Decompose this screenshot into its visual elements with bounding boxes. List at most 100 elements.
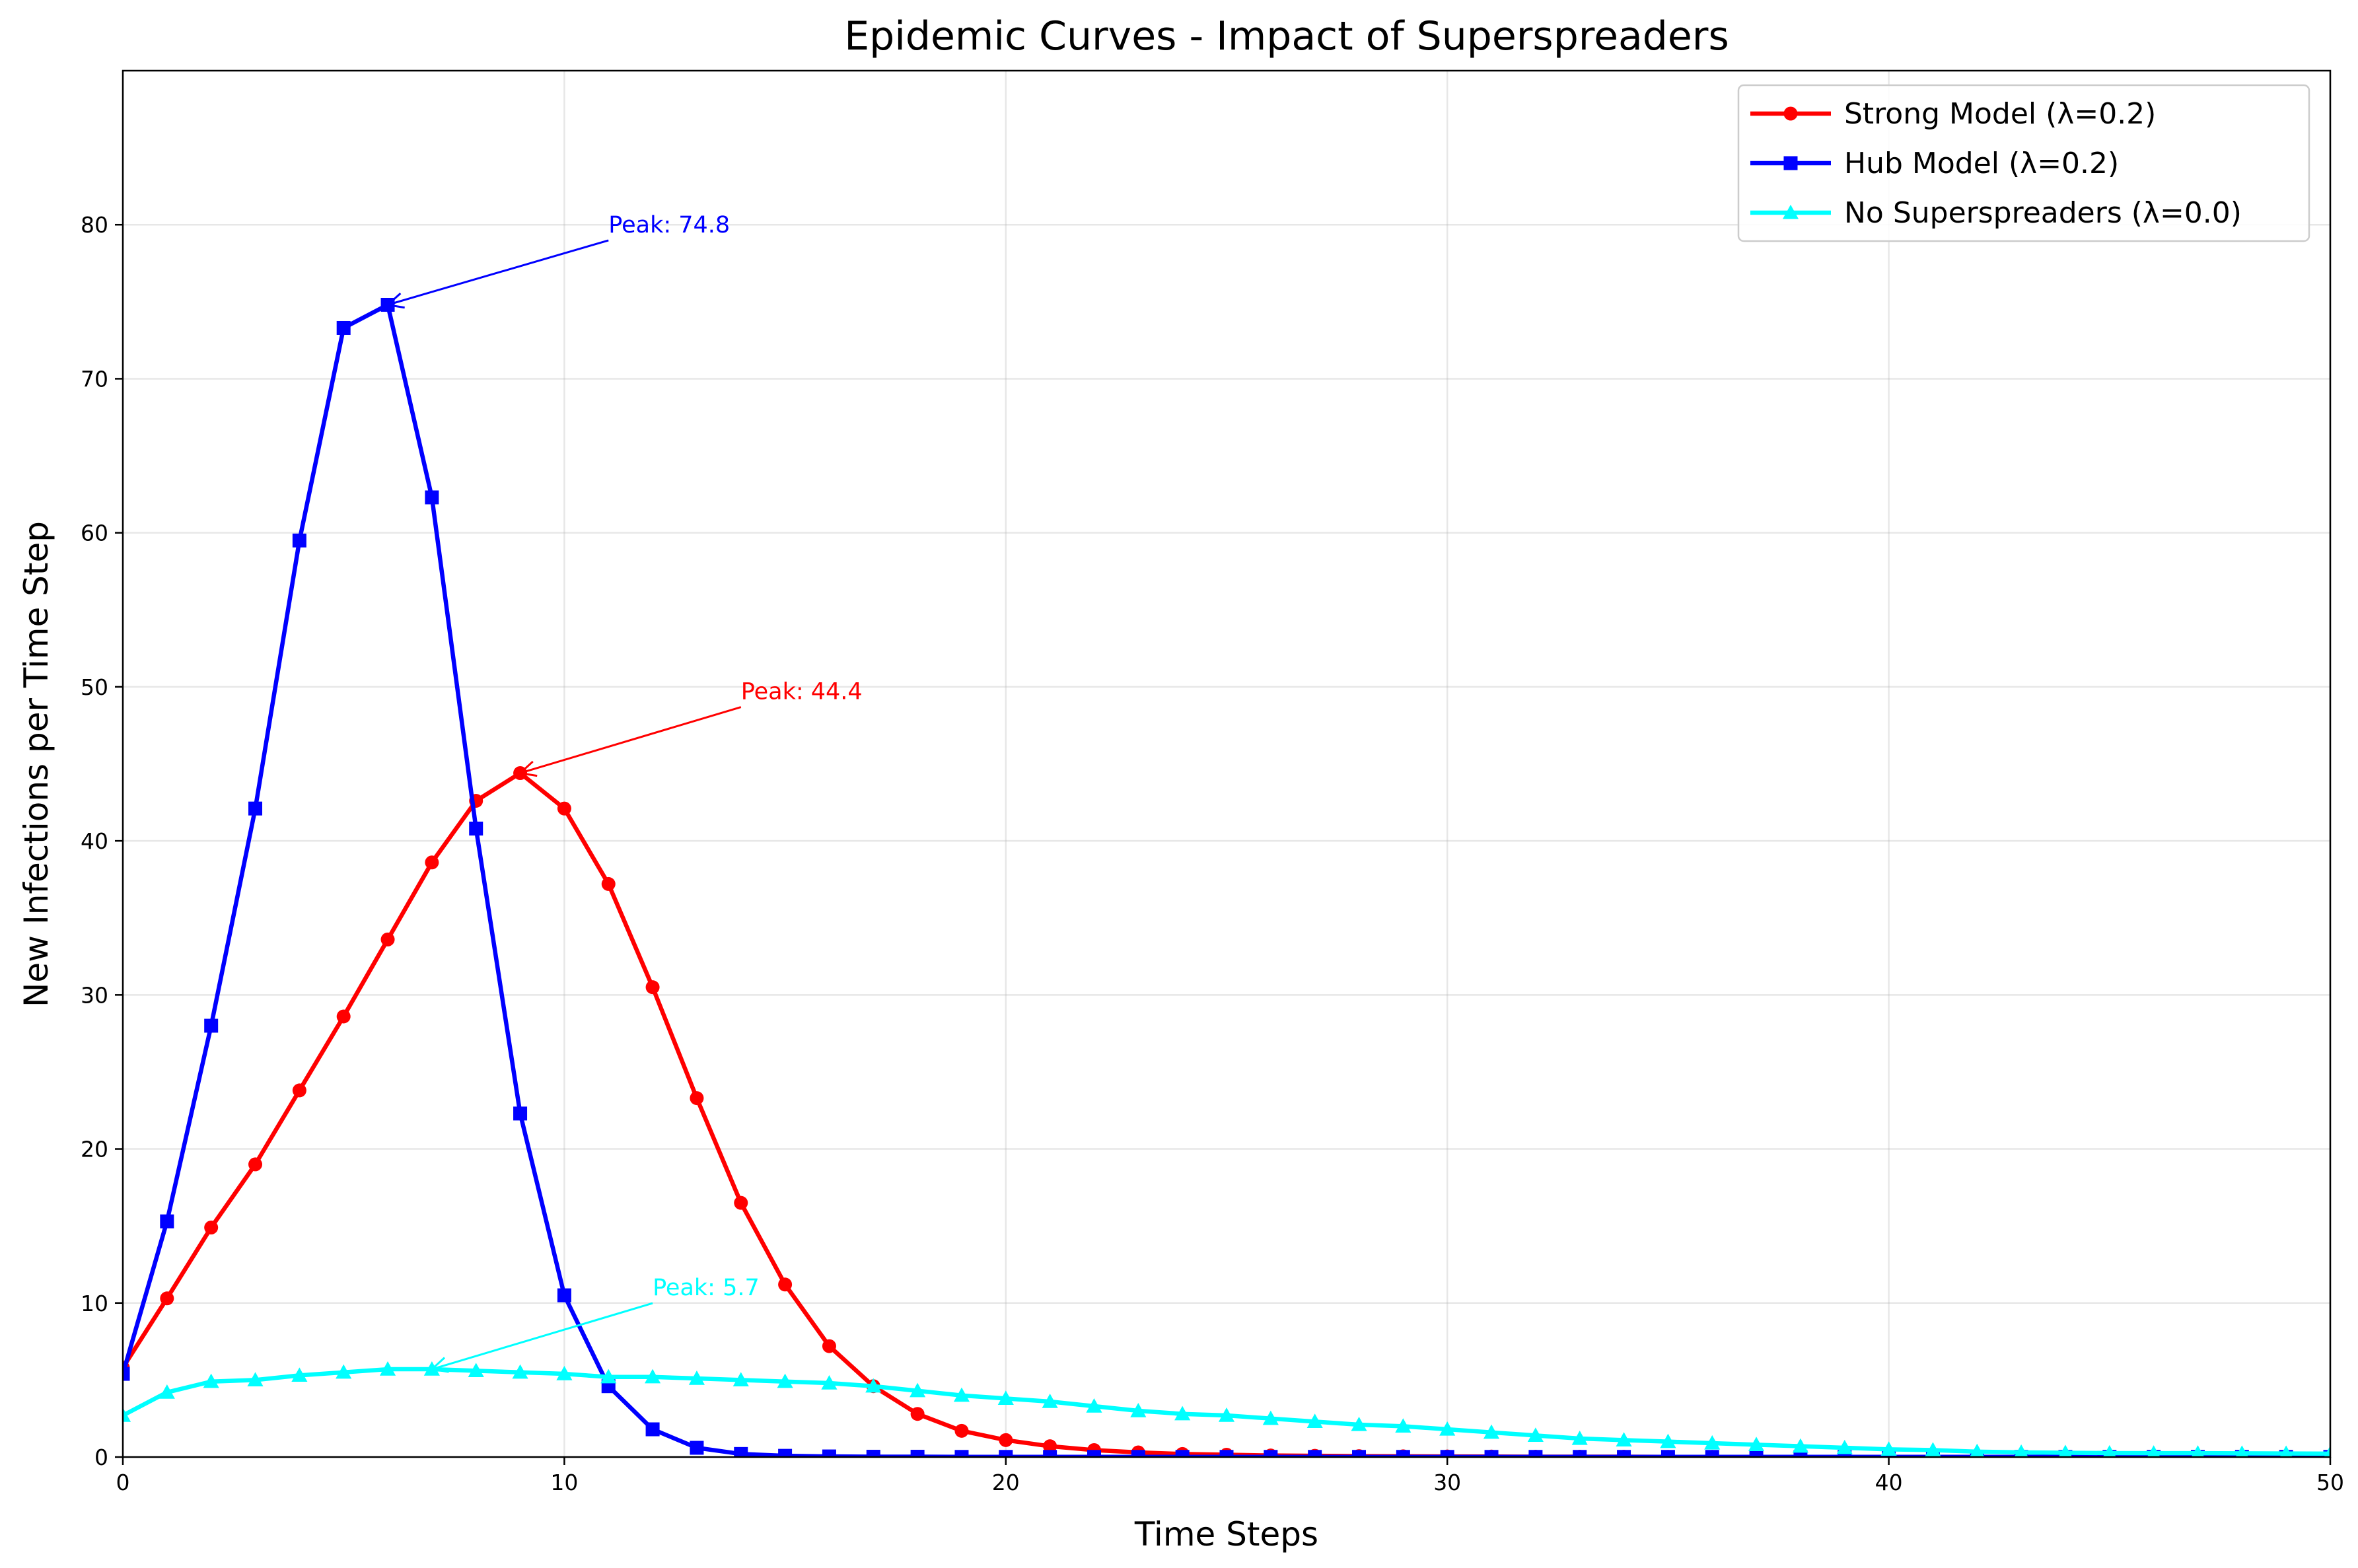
y-tick-label: 30 [81, 982, 108, 1008]
x-tick-label: 0 [116, 1470, 130, 1495]
data-point [601, 876, 616, 891]
annotation-arrowhead [385, 292, 405, 309]
data-point [1130, 1402, 1147, 1417]
peak-annotation: Peak: 74.8 [385, 212, 730, 309]
y-tick-label: 0 [94, 1444, 108, 1470]
data-point [1308, 1450, 1322, 1457]
data-point [1262, 1410, 1279, 1425]
data-point [1792, 1438, 1808, 1453]
y-tick-label: 60 [81, 520, 108, 546]
annotation-label: Peak: 5.7 [653, 1275, 760, 1301]
data-point [1528, 1450, 1543, 1457]
legend-marker [1783, 156, 1798, 170]
legend: Strong Model (λ=0.2) Hub Model (λ=0.2) No … [1737, 84, 2310, 242]
data-point [248, 801, 263, 816]
annotation-label: Peak: 74.8 [608, 212, 730, 238]
data-point [777, 1373, 793, 1388]
data-point [379, 1361, 396, 1376]
data-point [1043, 1450, 1057, 1457]
data-point [645, 1369, 661, 1384]
x-axis-label: Time Steps [1134, 1515, 1318, 1553]
data-point [123, 1367, 130, 1381]
data-point [1571, 1430, 1588, 1445]
legend-label: Strong Model (λ=0.2) [1844, 97, 2156, 131]
data-point [248, 1157, 263, 1172]
data-point [1218, 1407, 1235, 1422]
annotation-arrowhead [429, 1357, 449, 1373]
data-point [1970, 1443, 1985, 1457]
x-tick-label: 30 [1433, 1470, 1461, 1495]
data-point [2058, 1444, 2073, 1457]
data-point [999, 1433, 1013, 1447]
data-point [160, 1214, 174, 1229]
data-point [2191, 1445, 2205, 1457]
legend-entry: Hub Model (λ=0.2) [1750, 147, 2119, 180]
legend-marker [1782, 204, 1799, 219]
data-point [600, 1369, 617, 1384]
data-point [2014, 1444, 2028, 1457]
peak-annotation: Peak: 5.7 [429, 1275, 760, 1373]
y-tick-label: 20 [81, 1137, 108, 1162]
data-point [1086, 1398, 1102, 1413]
data-point [1352, 1450, 1367, 1457]
data-point [1573, 1450, 1587, 1457]
data-point [1043, 1439, 1057, 1454]
data-point [468, 1363, 484, 1378]
x-tick-label: 50 [2316, 1470, 2344, 1495]
y-tick-label: 70 [81, 366, 108, 392]
data-point [380, 932, 395, 946]
data-point [1749, 1450, 1764, 1457]
data-point [821, 1374, 838, 1390]
data-point [557, 1288, 571, 1302]
data-point [822, 1339, 836, 1353]
data-point [2324, 1445, 2330, 1457]
annotation-arrow [520, 706, 742, 774]
legend-marker [1783, 106, 1798, 121]
x-tick-label: 10 [550, 1470, 578, 1495]
data-point [2279, 1445, 2293, 1457]
data-point [999, 1450, 1013, 1457]
data-point [123, 1407, 131, 1422]
data-point [1175, 1450, 1190, 1457]
annotation-arrow [387, 239, 609, 306]
data-point [1131, 1450, 1145, 1457]
data-point [734, 1195, 748, 1210]
data-point [1483, 1424, 1500, 1439]
data-point [1439, 1421, 1456, 1436]
data-point [688, 1370, 705, 1385]
data-point [954, 1423, 969, 1438]
y-tick-label: 40 [81, 828, 108, 854]
data-point [2102, 1444, 2116, 1457]
data-point [1748, 1437, 1765, 1452]
plot-frame [122, 69, 2332, 1458]
data-point [732, 1372, 749, 1387]
data-point [203, 1373, 219, 1388]
data-point [1880, 1441, 1897, 1456]
legend-entry: No Superspreaders (λ=0.0) [1750, 196, 2242, 230]
annotation-layer: Peak: 74.8 Peak: 44.4 Peak: 5.7 [385, 212, 863, 1373]
y-axis-label: New Infections per Time Step [17, 521, 55, 1007]
data-point [557, 801, 571, 816]
legend-entry: Strong Model (λ=0.2) [1750, 97, 2156, 131]
annotation-arrowhead [518, 760, 538, 777]
chart-title: Epidemic Curves - Impact of Superspreade… [844, 13, 1729, 59]
data-point [336, 1009, 351, 1024]
legend-box [1737, 84, 2310, 242]
data-point [1219, 1450, 1234, 1457]
data-point [778, 1277, 793, 1292]
data-point [866, 1450, 880, 1457]
data-point [734, 1446, 748, 1457]
data-point [292, 533, 306, 548]
data-point [1617, 1450, 1631, 1457]
data-point [204, 1220, 219, 1234]
data-point [336, 320, 351, 335]
legend-label: No Superspreaders (λ=0.0) [1844, 196, 2242, 230]
data-point [2235, 1445, 2249, 1457]
data-point [292, 1083, 306, 1098]
data-point [160, 1291, 174, 1306]
data-point [2147, 1445, 2161, 1457]
data-point [910, 1450, 925, 1457]
data-point [1661, 1450, 1675, 1457]
legend-label: Hub Model (λ=0.2) [1844, 147, 2119, 180]
